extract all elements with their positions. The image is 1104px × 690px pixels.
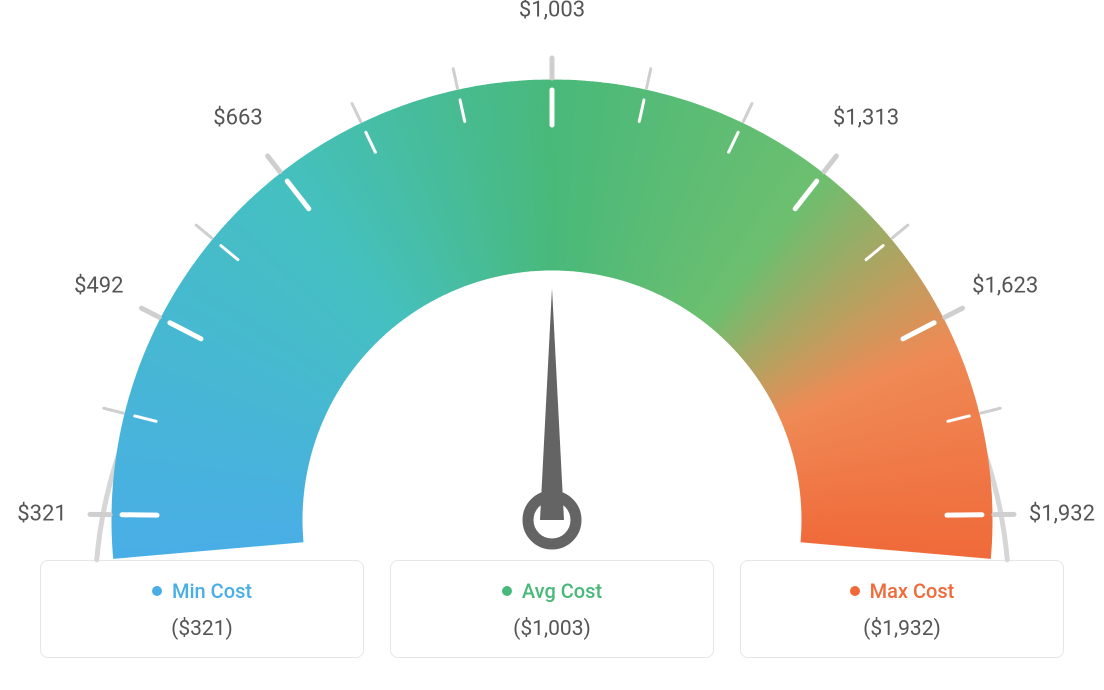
gauge-svg (62, 50, 1042, 590)
gauge-tick-label: $321 (17, 501, 66, 526)
gauge-tick-label: $663 (213, 106, 262, 131)
gauge-tick-label: $1,003 (519, 0, 585, 23)
legend-value-max: ($1,932) (751, 617, 1053, 641)
gauge-tick-label: $1,313 (833, 106, 899, 131)
gauge-chart: $321 $492 $663 $1,003 $1,313 $1,623 $1,932 (0, 0, 1104, 560)
legend-value-avg: ($1,003) (401, 617, 703, 641)
legend-value-min: ($321) (51, 617, 353, 641)
gauge-tick-label: $492 (74, 274, 123, 299)
gauge-tick-label: $1,623 (972, 274, 1038, 299)
gauge-tick-label: $1,932 (1029, 501, 1095, 526)
